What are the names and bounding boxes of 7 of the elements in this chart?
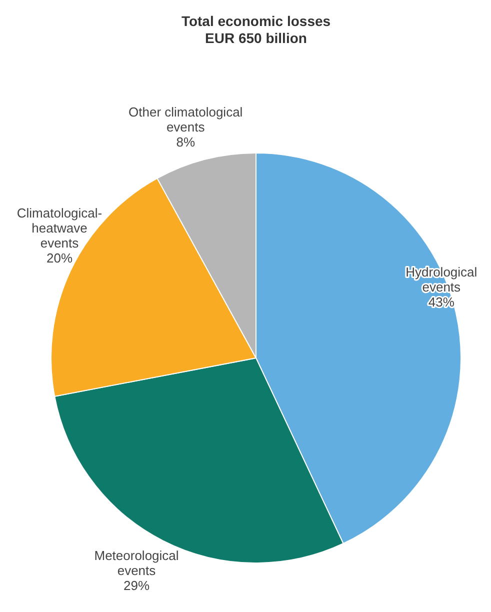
chart-title: Total economic losses EUR 650 billion <box>181 13 331 46</box>
slice-label: Other climatological events <box>128 104 243 135</box>
slice-label: Climatological- heatwave events <box>16 205 102 250</box>
slice-label: Meteorological events <box>94 548 179 578</box>
data-label: 8% <box>176 134 196 150</box>
data-label: 20% <box>46 250 73 266</box>
data-label: 29% <box>123 578 150 593</box>
